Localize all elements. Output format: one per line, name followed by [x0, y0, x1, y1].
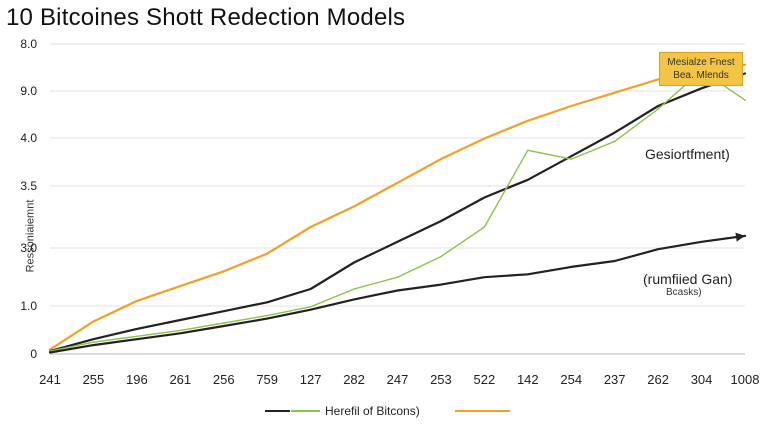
data-point [396, 241, 399, 243]
data-point [92, 341, 95, 343]
data-point [353, 261, 355, 264]
series-arrowhead [735, 232, 745, 242]
x-tick-label: 247 [387, 372, 409, 387]
data-point [613, 260, 616, 262]
data-point [657, 78, 659, 81]
x-tick-label: 142 [517, 372, 539, 387]
note-box: Mesialze Fnest Bea. Mlends [659, 52, 743, 86]
data-point [657, 248, 659, 250]
data-point [700, 241, 703, 243]
data-point [266, 314, 268, 317]
x-tick-label: 282 [343, 372, 365, 387]
y-tick-label: 9.0 [20, 84, 37, 98]
data-point [222, 325, 225, 327]
data-point [483, 276, 486, 279]
data-point [527, 179, 529, 181]
data-point [440, 283, 442, 286]
data-point [222, 322, 225, 324]
data-point [527, 119, 529, 122]
x-tick-label: 1008 [731, 372, 760, 387]
data-point [92, 320, 95, 323]
data-point [570, 266, 573, 268]
data-point [440, 220, 442, 222]
y-tick-label: 1.0 [20, 299, 37, 313]
annotation-upper: Gesiortfment) [645, 146, 730, 162]
x-tick-label: 304 [691, 372, 713, 387]
data-point [266, 317, 268, 320]
data-point [353, 288, 355, 290]
data-point [570, 105, 573, 107]
data-point [136, 335, 138, 338]
data-point [49, 351, 51, 354]
data-point [700, 87, 703, 90]
data-point [657, 105, 659, 107]
y-tick-label: 3.0 [20, 241, 37, 255]
data-point [179, 285, 182, 287]
data-point [527, 273, 529, 276]
y-tick-label: 8.0 [20, 37, 37, 51]
annotation-lower-title: (rumfiied Gan) [643, 271, 733, 287]
data-point [483, 226, 486, 228]
data-point [396, 276, 399, 279]
data-point [396, 181, 399, 184]
data-point [179, 329, 182, 332]
data-point [179, 332, 182, 335]
data-point [136, 300, 138, 302]
data-point [309, 288, 312, 290]
data-point [613, 140, 616, 143]
data-point [483, 137, 486, 140]
x-tick-label: 255 [83, 372, 105, 387]
data-point [396, 289, 399, 292]
data-point [222, 270, 225, 273]
data-point [266, 301, 268, 304]
x-tick-label: 522 [474, 372, 496, 387]
data-point [570, 155, 573, 157]
chart-title: 10 Bitcoines Shott Redection Models [6, 4, 406, 31]
x-tick-label: 253 [430, 372, 452, 387]
data-point [613, 91, 616, 94]
series-line [49, 69, 746, 352]
x-tick-label: 759 [256, 372, 278, 387]
data-point [657, 108, 659, 110]
data-point [266, 252, 268, 255]
data-point [483, 196, 486, 199]
x-tick-label: 241 [39, 372, 61, 387]
x-tick-label: 196 [126, 372, 148, 387]
data-point [309, 305, 312, 308]
note-line-2: Bea. Mlends [673, 70, 729, 81]
annotation-lower-sub: Bcasks) [666, 287, 702, 298]
data-point [353, 298, 355, 301]
data-point [92, 344, 95, 346]
data-point [309, 308, 312, 311]
x-tick-label: 254 [560, 372, 582, 387]
series-line [48, 72, 747, 353]
y-tick-label: 0 [30, 347, 37, 361]
data-point [440, 158, 442, 160]
x-tick-label: 261 [169, 372, 191, 387]
series-line [48, 63, 747, 351]
data-point [222, 310, 225, 312]
x-tick-label: 127 [300, 372, 322, 387]
data-point [570, 158, 573, 160]
data-point [527, 149, 529, 152]
y-tick-label: 3.5 [20, 179, 37, 193]
data-point [136, 328, 138, 330]
data-point [136, 338, 138, 341]
y-tick-label: 4.0 [20, 131, 37, 145]
data-point [353, 205, 355, 208]
data-point [179, 319, 182, 321]
data-point [309, 226, 312, 228]
x-tick-label: 237 [604, 372, 626, 387]
x-tick-label: 256 [213, 372, 235, 387]
legend-label: Herefil of Bitcons) [325, 404, 420, 418]
x-tick-label: 262 [647, 372, 669, 387]
note-line-1: Mesialze Fnest [667, 57, 735, 68]
data-point [440, 255, 442, 258]
data-point [613, 131, 616, 134]
data-point [92, 338, 95, 341]
data-point [744, 99, 746, 101]
